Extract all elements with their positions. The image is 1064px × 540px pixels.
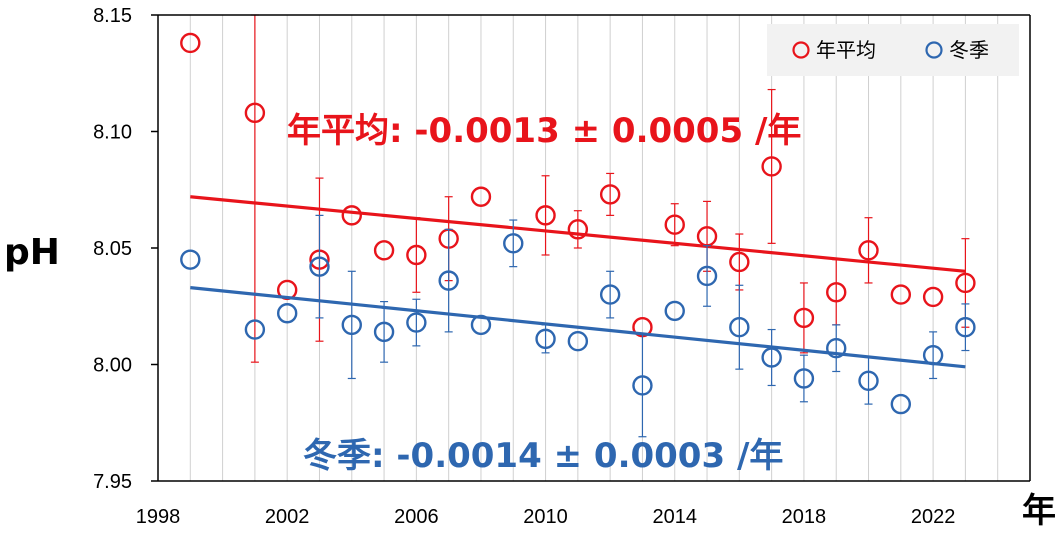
series-layer [180,14,976,438]
data-point [761,156,782,177]
data-point [793,307,815,329]
x-tick-label: 2018 [782,506,827,528]
data-point [858,240,879,261]
data-point [470,314,492,336]
x-tick-label: 1998 [136,506,181,528]
x-tick-labels: 1998 2002 2006 2010 2014 2018 2022 [136,506,956,528]
y-tick-label: 8.00 [93,355,132,377]
data-point [599,284,621,305]
data-point [664,300,685,322]
data-point [761,347,782,368]
data-point [826,337,847,359]
data-point [341,314,362,336]
x-tick-label: 2010 [523,506,568,528]
data-point [438,270,459,291]
data-point [632,375,653,396]
legend: 年平均 冬季 [767,24,1019,76]
y-tick-label: 8.15 [93,5,132,27]
data-point [535,328,556,350]
annual-trend-annotation: 年平均: -0.0013 ± 0.0005 /年 [287,111,801,151]
data-point [922,286,944,308]
data-point [567,219,589,240]
legend-marker-winter [925,41,943,59]
data-point [696,265,718,287]
data-point [729,251,750,273]
y-tick-label: 8.05 [93,238,132,260]
data-point [341,205,362,226]
data-point [406,244,427,266]
data-point [244,102,266,124]
data-point [180,249,201,270]
data-point [955,272,976,294]
data-point [826,282,847,303]
data-point [793,368,815,389]
x-tick-label: 2006 [394,506,439,528]
y-tick-label: 7.95 [93,471,132,493]
x-tick-label: 2002 [265,506,310,528]
x-tick-label: 2014 [652,506,697,528]
axes [157,14,1031,482]
data-point [535,205,556,226]
data-point [406,312,427,333]
legend-marker-annual [792,41,810,59]
data-point [309,256,330,277]
data-point [470,186,492,207]
series-winter [180,214,976,438]
y-tick-labels: 7.95 8.00 8.05 8.10 8.15 [93,5,158,493]
data-point [664,214,685,235]
data-point [890,284,912,305]
x-axis-title: 年 [1022,491,1056,531]
data-point [244,319,266,340]
data-point [373,240,395,261]
data-point [955,317,976,338]
y-axis-title: pH [4,232,60,273]
y-tick-label: 8.10 [93,122,132,144]
legend-label-winter: 冬季 [949,38,989,62]
data-point [922,344,944,366]
data-point [567,331,589,352]
x-tick-label: 2022 [911,506,956,528]
data-point [729,317,750,338]
data-point [858,370,879,392]
data-point [276,303,298,324]
data-point [503,233,524,254]
data-point [180,32,201,54]
legend-label-annual: 年平均 [816,38,876,62]
data-point [373,321,395,343]
winter-trend-annotation: 冬季: -0.0014 ± 0.0003 /年 [303,436,783,476]
data-point [599,184,621,205]
data-point [890,393,912,415]
